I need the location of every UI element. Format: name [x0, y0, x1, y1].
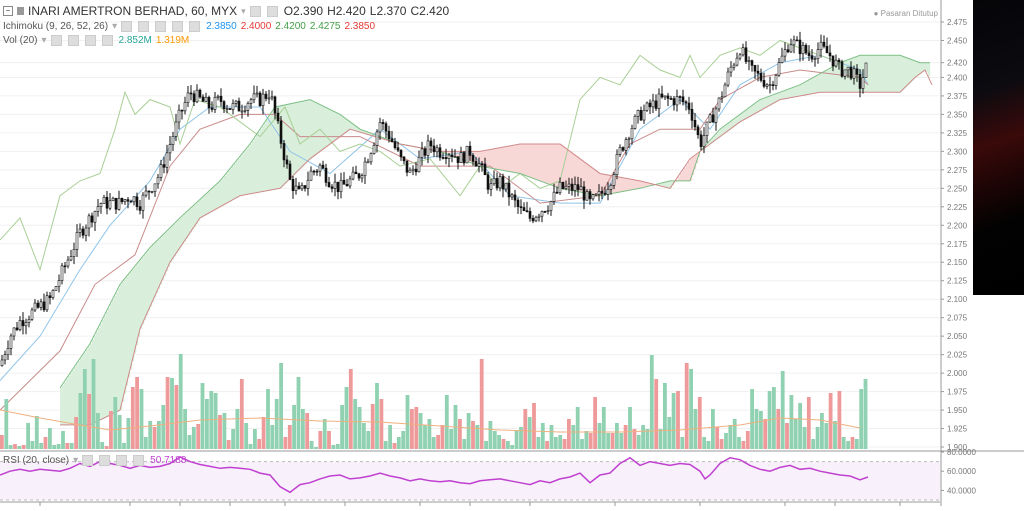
- senkou-b-value: 2.3850: [344, 21, 375, 32]
- add-button[interactable]: [116, 455, 127, 466]
- market-status: ● Pasaran Ditutup: [874, 9, 938, 18]
- add-button[interactable]: [172, 21, 183, 32]
- price-tick-label: 1.925: [947, 425, 968, 434]
- symbol-title: INARI AMERTRON BERHAD, 60, MYX: [28, 4, 237, 18]
- open-value: O2.390: [284, 4, 323, 18]
- high-value: H2.420: [327, 4, 366, 18]
- price-tick-label: 2.400: [947, 73, 968, 82]
- symbol-dropdown-icon[interactable]: ▾: [241, 6, 246, 17]
- remove-button[interactable]: [189, 21, 200, 32]
- settings-button[interactable]: [138, 21, 149, 32]
- price-tick-label: 2.450: [947, 36, 968, 45]
- price-tick-label: 2.250: [947, 184, 968, 193]
- price-tick-label: 2.350: [947, 110, 968, 119]
- price-tick-label: 2.025: [947, 351, 968, 360]
- rsi-tick-label: 60.0000: [947, 467, 976, 476]
- ichimoku-cloud: [60, 55, 930, 425]
- senkou-a-value: 2.4275: [310, 21, 341, 32]
- eye-button[interactable]: [51, 35, 62, 46]
- remove-button[interactable]: [133, 455, 144, 466]
- price-tick-label: 2.275: [947, 166, 968, 175]
- price-tick-label: 2.050: [947, 332, 968, 341]
- dropdown-icon[interactable]: ▾: [41, 35, 46, 46]
- tenkan-value: 2.3850: [206, 21, 237, 32]
- volume-legend: Vol (20) ▾ 2.852M 1.319M: [3, 35, 189, 46]
- rsi-legend: RSI (20, close) ▾ 50.7188: [3, 455, 186, 466]
- rsi-tick-label: 80.0000: [947, 448, 976, 457]
- eye-button[interactable]: [82, 455, 93, 466]
- price-tick-label: 2.225: [947, 203, 968, 212]
- price-tick-label: 1.975: [947, 388, 968, 397]
- price-axis[interactable]: 2.475 2.450 2.420 2.400 2.375 2.350 2.325 2.300…: [941, 0, 968, 506]
- rsi-label[interactable]: RSI (20, close): [3, 455, 69, 466]
- price-tick-label: 2.075: [947, 314, 968, 323]
- dropdown-icon[interactable]: ▾: [73, 455, 78, 466]
- low-value: L2.370: [370, 4, 407, 18]
- price-tick-label: 2.300: [947, 147, 968, 156]
- price-tick-label: 2.175: [947, 240, 968, 249]
- price-tick-label: 1.950: [947, 406, 968, 415]
- price-tick-label: 2.375: [947, 92, 968, 101]
- volume-value: 2.852M: [119, 35, 152, 46]
- volume-label[interactable]: Vol (20): [3, 35, 37, 46]
- chikou-value: 2.4200: [275, 21, 306, 32]
- ichimoku-label[interactable]: Ichimoku (9, 26, 52, 26): [3, 21, 108, 32]
- volume-ma-value: 1.319M: [156, 35, 189, 46]
- overlapping-window-edge: [973, 0, 1024, 295]
- settings-button[interactable]: [250, 6, 261, 17]
- settings-button[interactable]: [68, 35, 79, 46]
- collapse-icon[interactable]: −: [3, 6, 13, 16]
- source-button[interactable]: [155, 21, 166, 32]
- remove-button[interactable]: [102, 35, 113, 46]
- price-tick-label: 2.325: [947, 129, 968, 138]
- rsi-value: 50.7188: [150, 455, 186, 466]
- price-tick-label: 2.000: [947, 369, 968, 378]
- hide-button[interactable]: [267, 6, 278, 17]
- rsi-tick-label: 40.0000: [947, 486, 976, 495]
- price-tick-label: 2.475: [947, 18, 968, 27]
- ichimoku-legend: Ichimoku (9, 26, 52, 26) ▾ 2.3850 2.4000…: [3, 21, 375, 32]
- price-tick-label: 2.420: [947, 59, 968, 68]
- price-tick-label: 2.125: [947, 277, 968, 286]
- series-color-icon: [17, 7, 24, 15]
- price-tick-label: 2.100: [947, 295, 968, 304]
- senkou-b-line: [60, 70, 932, 425]
- chikou-line: [0, 41, 840, 270]
- close-value: C2.420: [410, 4, 449, 18]
- kijun-value: 2.4000: [241, 21, 272, 32]
- symbol-legend: − INARI AMERTRON BERHAD, 60, MYX ▾ O2.39…: [3, 4, 449, 18]
- price-tick-label: 2.200: [947, 221, 968, 230]
- add-button[interactable]: [85, 35, 96, 46]
- settings-button[interactable]: [99, 455, 110, 466]
- price-tick-label: 2.150: [947, 258, 968, 267]
- dropdown-icon[interactable]: ▾: [112, 21, 117, 32]
- eye-button[interactable]: [121, 21, 132, 32]
